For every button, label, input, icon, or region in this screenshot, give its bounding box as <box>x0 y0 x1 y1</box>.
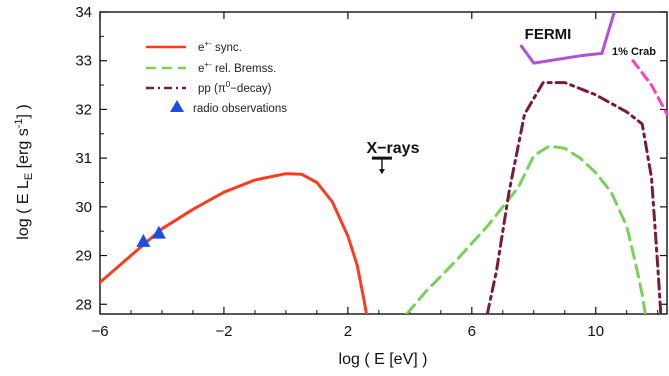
annotation-xrays: X−rays <box>367 140 420 157</box>
y-axis-ticks: 28 29 30 31 32 33 34 <box>75 4 667 313</box>
series-line-crab <box>631 59 669 116</box>
legend-swatch-radio <box>170 100 184 112</box>
x-axis-label: log ( E [eV] ) <box>339 351 428 368</box>
x-axis-title: log ( E [eV] ) <box>339 351 428 368</box>
annotation-crab: 1% Crab <box>612 46 656 58</box>
xray-upper-limit <box>371 156 392 175</box>
y-tick-label: 31 <box>75 150 92 167</box>
x-axis-ticks: −6 −2 2 6 10 <box>91 12 659 340</box>
series-line-sync <box>100 172 368 314</box>
x-tick-label: 10 <box>587 323 604 340</box>
y-tick-label: 30 <box>75 199 92 216</box>
legend-label-sync: e+- sync. <box>198 39 242 54</box>
legend-label-radio: radio observations <box>193 103 287 115</box>
radio-observation-point <box>151 225 166 239</box>
y-tick-label: 29 <box>75 248 92 265</box>
x-tick-label: −6 <box>91 323 108 340</box>
series-line-fermi <box>519 12 616 65</box>
y-tick-label: 32 <box>75 101 92 118</box>
plot-frame <box>99 11 668 315</box>
radio-observation-markers <box>136 225 166 247</box>
x-tick-label: 2 <box>344 323 352 340</box>
series-line-pp <box>485 81 663 314</box>
annotation-fermi: FERMI <box>525 26 572 43</box>
series-layer <box>100 12 669 314</box>
radio-observation-point <box>136 233 151 247</box>
y-axis-title: log ( E LE [erg s-1] ) <box>13 104 35 239</box>
xray-limit-arrow-head <box>378 169 385 175</box>
legend: e+- sync. e+- rel. Bremss. pp (π0−decay)… <box>146 39 287 115</box>
y-tick-label: 34 <box>75 4 92 21</box>
x-tick-label: −2 <box>215 323 232 340</box>
legend-label-pp: pp (π0−decay) <box>198 80 272 95</box>
y-axis-label: log ( E LE [erg s-1] ) <box>13 104 35 239</box>
y-tick-label: 28 <box>75 296 92 313</box>
x-tick-label: 6 <box>468 323 476 340</box>
legend-label-brems: e+- rel. Bremss. <box>198 60 276 75</box>
series-line-brems <box>405 144 647 314</box>
y-tick-label: 33 <box>75 53 92 70</box>
